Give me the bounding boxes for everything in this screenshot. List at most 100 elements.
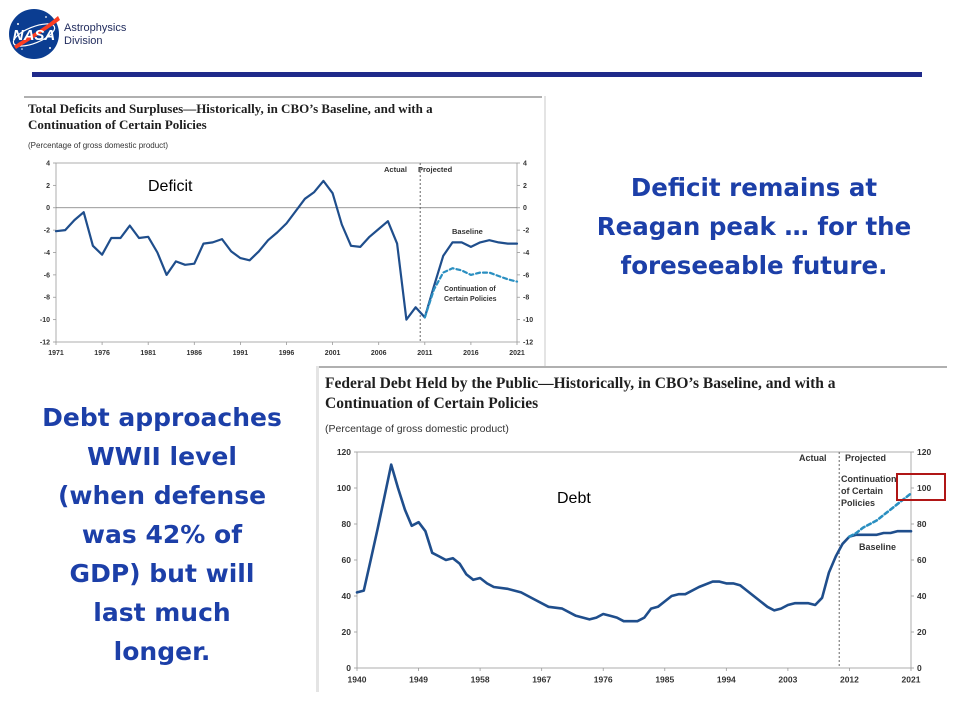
- deficit-ytick-label-right: 4: [523, 160, 527, 167]
- division-name-line1: Astrophysics: [64, 22, 127, 34]
- debt-continuation-label-line3: Policies: [841, 498, 875, 508]
- debt-ytick-label-left: 100: [337, 483, 351, 493]
- deficit-ytick-label-left: -10: [40, 317, 50, 324]
- deficit-ytick-label-left: -4: [44, 250, 50, 257]
- debt-continuation-label-line1: Continuation: [841, 474, 897, 484]
- deficit-ytick-label-left: -2: [44, 228, 50, 235]
- division-name-line2: Division: [64, 35, 103, 47]
- nasa-logo-text: NASA: [13, 27, 56, 44]
- deficit-ytick-label-right: 2: [523, 183, 527, 190]
- debt-chart-series: [355, 463, 913, 623]
- deficit-ytick-label-right: -2: [523, 228, 529, 235]
- deficit-chart-title-line1: Total Deficits and Surpluses—Historicall…: [28, 101, 433, 116]
- debt-plot-frame: [356, 451, 912, 669]
- debt-takeaway-line1: Debt approaches: [42, 403, 282, 432]
- deficit-continuation-label-line2: Certain Policies: [444, 296, 497, 303]
- debt-takeaway-line4: was 42% of: [81, 520, 243, 549]
- deficit-takeaway: Deficit remains at Reagan peak … for the…: [562, 168, 946, 285]
- debt-ytick-label-right: 40: [917, 591, 927, 601]
- deficit-actual-label: Actual: [384, 165, 407, 174]
- debt-ytick-label-left: 120: [337, 447, 351, 457]
- debt-takeaway-line5: GDP) but will: [69, 559, 255, 588]
- deficit-ytick-label-left: 0: [46, 205, 50, 212]
- debt-xtick-label: 2003: [778, 675, 797, 685]
- debt-takeaway-line7: longer.: [113, 637, 211, 666]
- deficit-takeaway-line3: foreseeable future.: [620, 251, 888, 280]
- deficit-chart-title: Total Deficits and Surpluses—Historicall…: [28, 101, 528, 133]
- deficit-xtick-label: 2011: [417, 350, 432, 357]
- deficit-chart-subtitle: (Percentage of gross domestic product): [28, 141, 169, 150]
- debt-ytick-label-left: 60: [342, 555, 352, 565]
- debt-baseline-label: Baseline: [859, 542, 896, 552]
- deficit-ytick-label-right: -12: [523, 339, 533, 346]
- debt-xtick-label: 2012: [840, 675, 859, 685]
- division-name: Astrophysics Division: [64, 22, 126, 48]
- debt-chart-panel: Federal Debt Held by the Public—Historic…: [316, 366, 947, 692]
- deficit-chart-tick-labels: -12 -12 -10 -10 -8 -8 -6 -6 -4 -4 -2 -2 0 0 2 2 4 4 1971 19…: [40, 160, 533, 357]
- debt-baseline-line: [355, 463, 913, 623]
- debt-ytick-label-right: 80: [917, 519, 927, 529]
- debt-xtick-label: 1949: [409, 675, 428, 685]
- deficit-ytick-label-right: -4: [523, 250, 529, 257]
- deficit-continuation-label-line1: Continuation of: [444, 286, 496, 293]
- deficit-continuation-line: [423, 267, 519, 319]
- debt-xtick-label: 1976: [594, 675, 613, 685]
- deficit-xtick-label: 1996: [279, 350, 295, 357]
- debt-ytick-label-left: 0: [346, 663, 351, 673]
- debt-continuation-line: [848, 492, 913, 538]
- deficit-chart-title-line2: Continuation of Certain Policies: [28, 117, 207, 132]
- nasa-logo: NASA: [9, 9, 60, 59]
- deficit-ytick-label-right: -8: [523, 295, 529, 302]
- deficit-ytick-label-left: -6: [44, 272, 50, 279]
- deficit-xtick-label: 2001: [325, 350, 341, 357]
- debt-100-highlight-box: [896, 473, 946, 501]
- deficit-xtick-label: 1971: [48, 350, 64, 357]
- deficit-xtick-label: 1981: [140, 350, 156, 357]
- deficit-plot-frame: [55, 162, 518, 343]
- deficit-chart-label: Deficit: [148, 178, 193, 195]
- debt-ytick-label-left: 80: [342, 519, 352, 529]
- debt-xtick-label: 1985: [655, 675, 674, 685]
- debt-chart-plot: 0 0 20 20 40 40 60 60 80 80 100 100 120 120 1940 1949 19…: [337, 447, 932, 685]
- debt-xtick-label: 1994: [717, 675, 736, 685]
- deficit-xtick-label: 2006: [371, 350, 387, 357]
- debt-continuation-label-line2: of Certain: [841, 486, 883, 496]
- deficit-baseline-line: [54, 179, 519, 321]
- debt-projected-label: Projected: [845, 453, 886, 463]
- header-rule: [32, 72, 922, 77]
- debt-chart-axes: [354, 451, 914, 671]
- debt-chart-title-line1: Federal Debt Held by the Public—Historic…: [325, 375, 836, 392]
- debt-ytick-label-right: 100: [917, 483, 931, 493]
- debt-chart-label: Debt: [557, 490, 591, 507]
- debt-xtick-label: 2021: [902, 675, 921, 685]
- debt-ytick-label-right: 0: [917, 663, 922, 673]
- debt-chart-title: Federal Debt Held by the Public—Historic…: [325, 374, 925, 414]
- deficit-xtick-label: 1986: [187, 350, 203, 357]
- debt-ytick-label-right: 60: [917, 555, 927, 565]
- debt-xtick-label: 1940: [348, 675, 367, 685]
- debt-ytick-label-left: 20: [342, 627, 352, 637]
- deficit-chart-axes: [53, 162, 520, 345]
- debt-chart-tick-labels: 0 0 20 20 40 40 60 60 80 80 100 100 120 120 1940 1949 19…: [337, 447, 932, 685]
- debt-takeaway-line2: WWII level: [87, 442, 237, 471]
- debt-takeaway-line6: last much: [93, 598, 231, 627]
- deficit-chart-series: [54, 179, 519, 321]
- debt-xtick-label: 1958: [471, 675, 490, 685]
- debt-ytick-label-left: 40: [342, 591, 352, 601]
- deficit-takeaway-line2: Reagan peak … for the: [596, 212, 912, 241]
- deficit-xtick-label: 1991: [233, 350, 249, 357]
- deficit-xtick-label: 1976: [94, 350, 110, 357]
- deficit-takeaway-line1: Deficit remains at: [630, 173, 878, 202]
- debt-chart-title-line2: Continuation of Certain Policies: [325, 395, 539, 412]
- debt-actual-label: Actual: [799, 453, 827, 463]
- deficit-ytick-label-left: -12: [40, 339, 50, 346]
- debt-takeaway: Debt approaches WWII level (when defense…: [12, 398, 312, 671]
- deficit-ytick-label-right: -10: [523, 317, 533, 324]
- deficit-ytick-label-right: 0: [523, 205, 527, 212]
- deficit-ytick-label-left: -8: [44, 295, 50, 302]
- debt-ytick-label-right: 120: [917, 447, 931, 457]
- debt-chart-subtitle: (Percentage of gross domestic product): [325, 423, 509, 435]
- deficit-ytick-label-left: 2: [46, 183, 50, 190]
- deficit-ytick-label-left: 4: [46, 160, 50, 167]
- debt-xtick-label: 1967: [532, 675, 551, 685]
